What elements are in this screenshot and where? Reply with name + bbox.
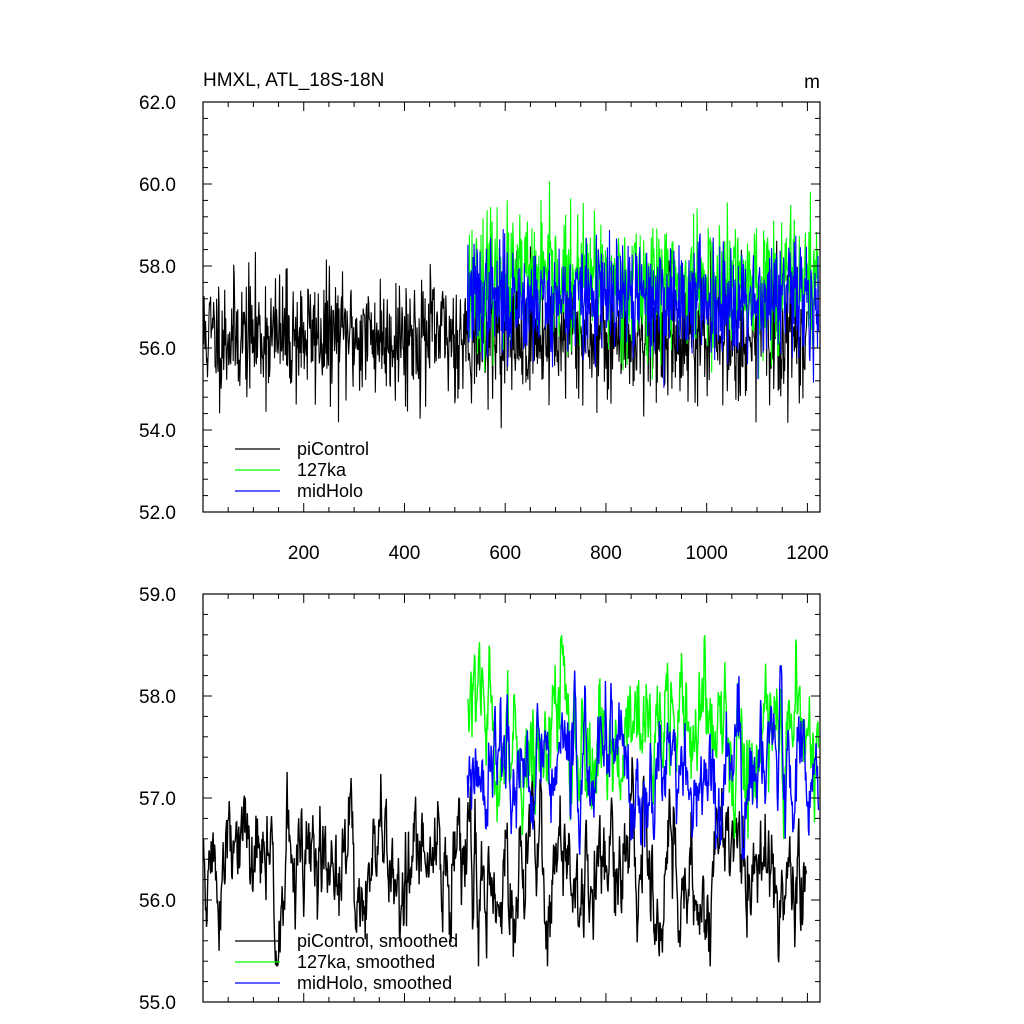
y-tick-label: 54.0 xyxy=(139,421,176,442)
series-line-2 xyxy=(466,665,820,860)
series-layer xyxy=(202,635,820,967)
y-tick-label: 60.0 xyxy=(139,175,176,196)
x-tick-label: 1000 xyxy=(686,543,728,564)
x-tick-label: 600 xyxy=(489,543,521,564)
y-tick-label: 52.0 xyxy=(139,503,176,524)
series-line-0 xyxy=(202,757,808,967)
x-tick-label: 200 xyxy=(288,543,320,564)
legend-label: 127ka, smoothed xyxy=(297,952,435,972)
y-tick-label: 58.0 xyxy=(139,257,176,278)
top-panel: HMXL, ATL_18S-18N m 200 400 600 800 1000 1200… xyxy=(139,70,829,564)
legend-label: piControl xyxy=(297,439,369,459)
x-tick-label: 800 xyxy=(590,543,622,564)
y-tick-label: 56.0 xyxy=(139,891,176,912)
bottom-panel: 55.0 56.0 57.0 58.0 59.0 piControl, smoothed… xyxy=(139,585,821,1014)
x-tick-label: 1200 xyxy=(786,543,828,564)
y-tick-label: 58.0 xyxy=(139,687,176,708)
legend-label: 127ka xyxy=(297,460,347,480)
legend-label: midHolo xyxy=(297,481,363,501)
plot-frame xyxy=(202,101,821,513)
y-tick-label: 57.0 xyxy=(139,789,176,810)
legend-label: midHolo, smoothed xyxy=(297,973,452,993)
y-tick-label: 56.0 xyxy=(139,339,176,360)
series-line-2 xyxy=(466,229,820,388)
x-tick-label: 400 xyxy=(389,543,421,564)
y-tick-label: 59.0 xyxy=(139,585,176,606)
units-label: m xyxy=(804,72,820,93)
y-tick-label: 62.0 xyxy=(139,93,176,114)
legend-label: piControl, smoothed xyxy=(297,931,458,951)
series-layer xyxy=(202,181,820,429)
axes: 55.0 56.0 57.0 58.0 59.0 xyxy=(139,585,821,1014)
plot-frame xyxy=(202,593,821,1003)
axes: 200 400 600 800 1000 1200 52.0 54.0 56.0 58.0 60.0… xyxy=(139,93,829,564)
chart-title: HMXL, ATL_18S-18N xyxy=(203,70,384,91)
series-line-1 xyxy=(466,181,820,380)
y-tick-label: 55.0 xyxy=(139,993,176,1014)
